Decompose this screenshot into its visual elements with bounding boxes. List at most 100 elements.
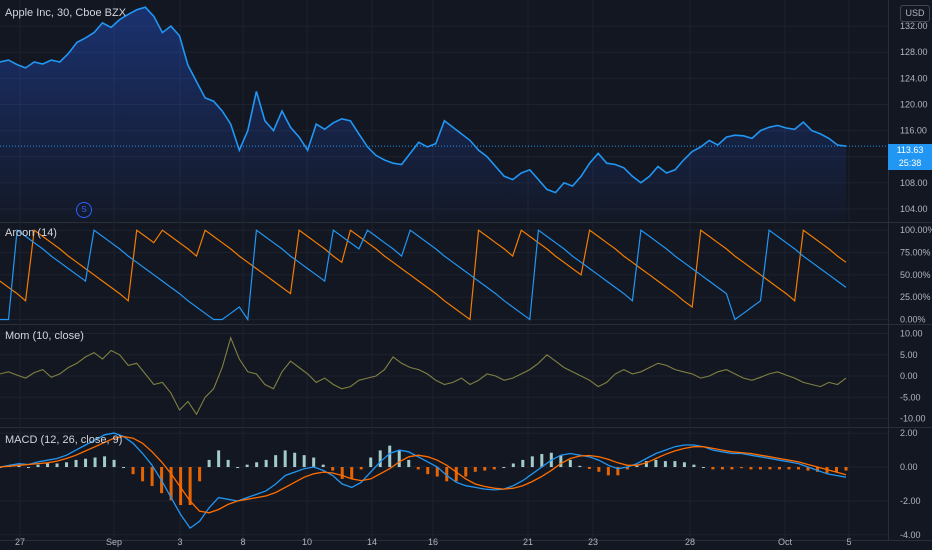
- price-axis-label: -4.00: [900, 530, 921, 540]
- macd-histogram-bar: [682, 462, 686, 468]
- aroon-legend[interactable]: Aroon (14): [5, 227, 57, 239]
- macd-histogram-bar: [464, 467, 468, 477]
- price-axis-label: 75.00%: [900, 247, 931, 257]
- price-axis-label: 5.00: [900, 350, 918, 360]
- macd-histogram-bar: [226, 459, 230, 468]
- macd-histogram-bar: [644, 461, 648, 468]
- macd-histogram-bar: [530, 456, 534, 468]
- macd-histogram-bar: [749, 467, 753, 470]
- macd-histogram-bar: [473, 467, 477, 472]
- macd-histogram-bar: [768, 467, 772, 470]
- macd-legend[interactable]: MACD (12, 26, close, 9): [5, 434, 123, 446]
- price-axis-label: 2.00: [900, 428, 918, 438]
- time-axis-label: 8: [240, 537, 245, 547]
- momentum-legend[interactable]: Mom (10, close): [5, 330, 84, 342]
- bar-countdown-label: 25:38: [888, 157, 932, 170]
- macd-histogram-bar: [150, 467, 154, 487]
- macd-histogram-bar: [616, 467, 620, 476]
- macd-histogram-bar: [217, 450, 221, 468]
- macd-histogram-bar: [540, 453, 544, 468]
- macd-histogram-bar: [27, 467, 31, 469]
- macd-histogram-bar: [340, 467, 344, 479]
- macd-histogram-bar: [673, 461, 677, 468]
- macd-histogram-bar: [397, 450, 401, 468]
- macd-histogram-bar: [597, 467, 601, 472]
- currency-button[interactable]: USD: [900, 5, 930, 22]
- macd-histogram-bar: [578, 465, 582, 468]
- macd-histogram-bar: [502, 467, 506, 469]
- macd-histogram-bar: [369, 457, 373, 468]
- macd-histogram-bar: [701, 467, 705, 469]
- macd-histogram-bar: [492, 467, 496, 470]
- macd-histogram-bar: [758, 467, 762, 470]
- macd-histogram-bar: [46, 463, 50, 468]
- price-axis-label: -2.00: [900, 496, 921, 506]
- time-axis-label: Oct: [778, 537, 793, 547]
- price-axis-label: 0.00: [900, 371, 918, 381]
- macd-histogram-bar: [122, 467, 126, 469]
- macd-histogram-bar: [692, 464, 696, 468]
- price-axis-label: 0.00: [900, 462, 918, 472]
- time-axis-label: 5: [846, 537, 851, 547]
- time-axis-label: 27: [15, 537, 25, 547]
- macd-histogram-bar: [236, 467, 240, 469]
- price-axis-label: 0.00%: [900, 315, 926, 325]
- macd-histogram-bar: [739, 467, 743, 469]
- macd-histogram-bar: [331, 467, 335, 471]
- macd-histogram-bar: [388, 445, 392, 468]
- time-axis-label: 16: [428, 537, 438, 547]
- macd-histogram-bar: [445, 467, 449, 482]
- price-axis-label: 100.00%: [900, 225, 932, 235]
- macd-histogram-bar: [207, 459, 211, 468]
- macd-histogram-bar: [103, 456, 107, 468]
- macd-histogram-bar: [454, 467, 458, 482]
- macd-line: [0, 432, 847, 530]
- macd-histogram-bar: [179, 467, 183, 506]
- time-axis-label: 28: [685, 537, 695, 547]
- price-axis-label: 50.00%: [900, 270, 931, 280]
- price-line: [0, 6, 847, 194]
- macd-histogram-bar: [198, 467, 202, 482]
- macd-histogram-bar: [293, 452, 297, 468]
- macd-histogram-bar: [787, 467, 791, 470]
- macd-histogram-bar: [559, 455, 563, 468]
- macd-histogram-bar: [435, 467, 439, 477]
- price-scale: 132.00128.00124.00120.00116.00112.00108.…: [900, 21, 932, 540]
- macd-histogram-bar: [834, 467, 838, 472]
- macd-histogram-bar: [416, 467, 420, 470]
- macd-histogram-bar: [93, 457, 97, 468]
- symbol-title[interactable]: Apple Inc, 30, Cboe BZX: [5, 7, 127, 19]
- macd-histogram-bar: [521, 459, 525, 468]
- macd-histogram-bar: [188, 467, 192, 506]
- price-axis-label: 132.00: [900, 21, 928, 31]
- macd-histogram-bar: [568, 459, 572, 468]
- price-axis-label: 116.00: [900, 126, 927, 136]
- time-axis-label: 10: [302, 537, 312, 547]
- price-axis-label: -10.00: [900, 414, 926, 424]
- momentum-line: [0, 336, 847, 416]
- macd-signal-line: [0, 435, 847, 514]
- macd-histogram-bar: [74, 459, 78, 468]
- macd-histogram-bar: [312, 457, 316, 468]
- price-axis-label: 25.00%: [900, 292, 931, 302]
- price-axis-label: 128.00: [900, 47, 928, 57]
- aroon-up-line: [0, 229, 847, 321]
- macd-histogram-bar: [796, 467, 800, 470]
- aroon-down-line: [0, 229, 847, 322]
- time-axis-label: 14: [367, 537, 377, 547]
- macd-histogram-bar: [359, 467, 363, 470]
- price-axis-label: 120.00: [900, 99, 928, 109]
- macd-histogram-bar: [806, 467, 810, 471]
- macd-histogram-bar: [606, 467, 610, 476]
- time-axis-label: 23: [588, 537, 598, 547]
- macd-histogram-bar: [378, 450, 382, 468]
- split-event-marker[interactable]: S: [76, 202, 92, 218]
- macd-histogram-bar: [587, 467, 591, 469]
- macd-histogram-bar: [426, 467, 430, 475]
- macd-histogram-bar: [302, 455, 306, 468]
- chart-panes: [0, 6, 888, 530]
- macd-histogram-bar: [711, 467, 715, 470]
- macd-histogram-bar: [663, 461, 667, 468]
- macd-histogram-bar: [65, 462, 69, 468]
